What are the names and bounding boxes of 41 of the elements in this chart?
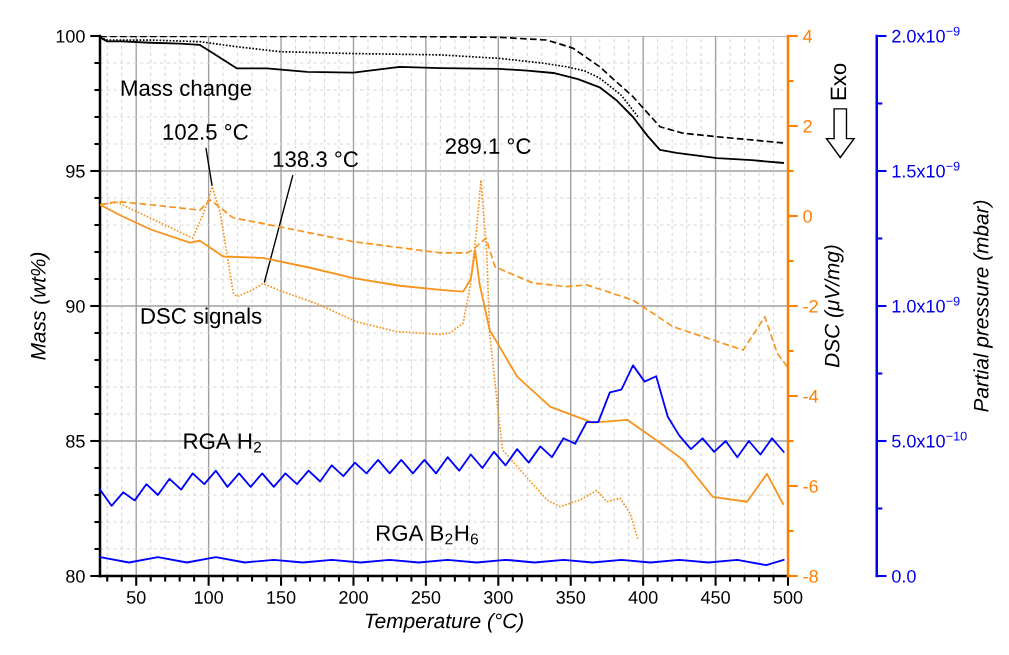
y-tick-label: 85	[66, 434, 85, 448]
x-tick-label: 250	[411, 591, 441, 604]
y-tick-label: 90	[66, 299, 85, 313]
annotation: 289.1 °C	[445, 138, 531, 154]
x-tick-label: 150	[267, 591, 296, 604]
x-tick-label: 450	[700, 591, 730, 604]
line-series	[100, 364, 785, 507]
y3-tick-label: 5.0x10$^{−10}$	[892, 431, 967, 448]
annotation: DSC signals	[141, 307, 262, 329]
y2-tick-label: -8	[803, 569, 818, 583]
y2-axis-title: DSC (μV/mg)	[824, 245, 844, 368]
y3-axis-title: Partial pressure (mbar)	[973, 200, 993, 412]
x-tick-label: 400	[628, 591, 658, 604]
y2-tick-label: 4	[803, 30, 813, 43]
x-tick-label: 50	[126, 591, 146, 604]
y3-tick-label: 0.0	[892, 569, 916, 583]
text: Exo	[830, 63, 847, 100]
y2-tick-label: -2	[803, 299, 818, 313]
annotation: 138.3 °C	[273, 151, 359, 168]
y-axis-title: Mass (wt%)	[30, 252, 50, 360]
y-tick-label: 100	[56, 29, 85, 43]
line-series	[100, 556, 785, 567]
annotation: RGA H$_{2}$	[184, 433, 262, 453]
x-tick-label: 300	[483, 591, 513, 604]
x-tick-label: 200	[339, 591, 368, 604]
y2-tick-label: 2	[803, 119, 812, 133]
y3-tick-label: 1.0x10$^{−9}$	[892, 296, 960, 313]
annotation: 102.5 °C	[163, 124, 248, 140]
y2-tick-label: 0	[803, 209, 812, 223]
annotation: Mass change	[121, 79, 252, 101]
y-tick-label: 80	[66, 569, 85, 583]
x-tick-label: 500	[773, 591, 803, 604]
y-tick-label: 95	[66, 164, 85, 178]
y2-tick-label: -6	[803, 479, 818, 493]
y2-tick-label: -4	[803, 390, 819, 403]
y3-tick-label: 1.5x10$^{−9}$	[892, 161, 960, 178]
x-axis-title: Temperature (°C)	[365, 612, 523, 633]
y3-tick-label: 2.0x10$^{−9}$	[892, 26, 960, 43]
x-tick-label: 100	[194, 591, 223, 604]
annotation: RGA B$_{2}$H$_{6}$	[377, 525, 479, 545]
x-tick-label: 350	[556, 591, 586, 604]
